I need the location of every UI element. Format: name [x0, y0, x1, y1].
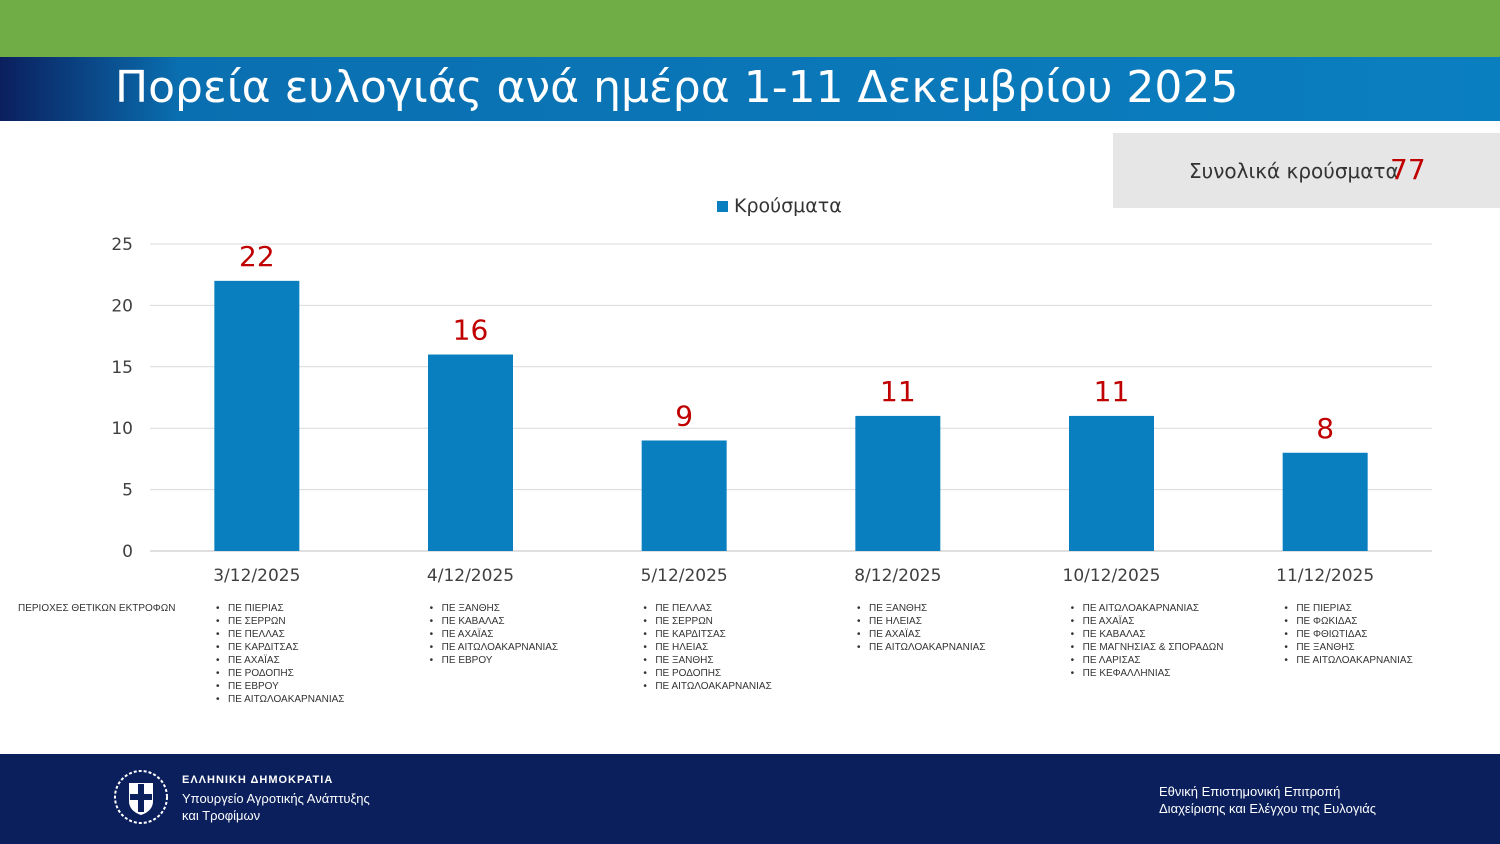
- region-item: ΠΕ ΑΙΤΩΛΟΑΚΑΡΝΑΝΙΑΣ: [1284, 654, 1413, 667]
- region-item: ΠΕ ΜΑΓΝΗΣΙΑΣ & ΣΠΟΡΑΔΩΝ: [1071, 641, 1224, 654]
- region-item: ΠΕ ΚΑΒΑΛΑΣ: [430, 615, 558, 628]
- y-tick-label: 20: [111, 296, 133, 316]
- data-label: 9: [675, 399, 693, 432]
- legend-label: Κρούσματα: [734, 195, 842, 217]
- chart-legend: Κρούσματα: [717, 195, 842, 217]
- ministry-line-1: Υπουργείο Αγροτικής Ανάπτυξης: [182, 791, 370, 806]
- region-item: ΠΕ ΞΑΝΘΗΣ: [857, 602, 985, 615]
- y-tick-label: 25: [111, 235, 133, 255]
- region-item: ΠΕ ΚΑΒΑΛΑΣ: [1071, 628, 1224, 641]
- legend-swatch: [717, 201, 728, 212]
- region-item: ΠΕ ΣΕΡΡΩΝ: [216, 615, 344, 628]
- committee-name: Εθνική Επιστημονική Επιτροπή Διαχείρισης …: [1159, 783, 1376, 817]
- bar: [214, 280, 300, 551]
- x-tick-label: 5/12/2025: [641, 566, 728, 586]
- ministry-line-2: και Τροφίμων: [182, 808, 261, 823]
- republic-label: ΕΛΛΗΝΙΚΗ ΔΗΜΟΚΡΑΤΙΑ: [182, 774, 334, 786]
- region-item: ΠΕ ΕΒΡΟΥ: [430, 654, 558, 667]
- bar: [641, 440, 727, 551]
- x-tick-label: 10/12/2025: [1063, 566, 1161, 586]
- region-item: ΠΕ ΞΑΝΘΗΣ: [643, 654, 771, 667]
- region-list: ΠΕ ΠΙΕΡΙΑΣΠΕ ΣΕΡΡΩΝΠΕ ΠΕΛΛΑΣΠΕ ΚΑΡΔΙΤΣΑΣ…: [216, 602, 345, 706]
- top-accent-bar: [0, 0, 1500, 57]
- region-item: ΠΕ ΗΛΕΙΑΣ: [643, 641, 771, 654]
- region-item: ΠΕ ΑΙΤΩΛΟΑΚΑΡΝΑΝΙΑΣ: [857, 641, 986, 654]
- region-list: ΠΕ ΑΙΤΩΛΟΑΚΑΡΝΑΝΙΑΣΠΕ ΑΧΑΪΑΣΠΕ ΚΑΒΑΛΑΣΠΕ…: [1071, 602, 1224, 680]
- y-tick-label: 10: [111, 419, 133, 439]
- committee-line-1: Εθνική Επιστημονική Επιτροπή: [1159, 784, 1341, 799]
- x-tick-label: 4/12/2025: [427, 566, 514, 586]
- y-tick-label: 15: [111, 358, 133, 378]
- ministry-name: Υπουργείο Αγροτικής Ανάπτυξης και Τροφίμω…: [182, 790, 370, 824]
- region-item: ΠΕ ΦΘΙΩΤΙΔΑΣ: [1284, 628, 1412, 641]
- region-list: ΠΕ ΠΕΛΛΑΣΠΕ ΣΕΡΡΩΝΠΕ ΚΑΡΔΙΤΣΑΣΠΕ ΗΛΕΙΑΣΠ…: [643, 602, 772, 693]
- region-item: ΠΕ ΦΩΚΙΔΑΣ: [1284, 615, 1412, 628]
- region-item: ΠΕ ΞΑΝΘΗΣ: [430, 602, 558, 615]
- data-label: 16: [453, 314, 489, 347]
- data-label: 11: [1094, 375, 1130, 408]
- committee-line-2: Διαχείρισης και Ελέγχου της Ευλογιάς: [1159, 801, 1376, 816]
- x-tick-label: 8/12/2025: [854, 566, 941, 586]
- bar: [855, 415, 941, 551]
- total-cases-value: 77: [1390, 153, 1426, 186]
- bar-chart: 0 5 10 15 20 25 22 3/12/2025 16 4/12/2025 9 5/12/20…: [111, 235, 1432, 586]
- region-list: ΠΕ ΞΑΝΘΗΣΠΕ ΗΛΕΙΑΣΠΕ ΑΧΑΪΑΣΠΕ ΑΙΤΩΛΟΑΚΑΡ…: [857, 602, 986, 654]
- region-item: ΠΕ ΡΟΔΟΠΗΣ: [216, 667, 344, 680]
- region-item: ΠΕ ΣΕΡΡΩΝ: [643, 615, 771, 628]
- total-cases-label: Συνολικά κρούσματα: [1189, 159, 1399, 183]
- region-item: ΠΕ ΠΕΛΛΑΣ: [216, 628, 344, 641]
- bar: [1282, 452, 1368, 551]
- regions-label: ΠΕΡΙΟΧΕΣ ΘΕΤΙΚΩΝ ΕΚΤΡΟΦΩΝ: [18, 603, 176, 614]
- x-tick-label: 3/12/2025: [213, 566, 300, 586]
- region-item: ΠΕ ΑΧΑΪΑΣ: [1071, 615, 1224, 628]
- page-title: Πορεία ευλογιάς ανά ημέρα 1-11 Δεκεμβρίο…: [115, 62, 1239, 113]
- title-band: [0, 57, 1500, 121]
- data-label: 22: [239, 240, 275, 273]
- region-item: ΠΕ ΞΑΝΘΗΣ: [1284, 641, 1412, 654]
- total-cases-box: Συνολικά κρούσματα 77: [1113, 133, 1500, 208]
- bar: [428, 354, 513, 551]
- region-item: ΠΕ ΑΙΤΩΛΟΑΚΑΡΝΑΝΙΑΣ: [216, 693, 345, 706]
- region-item: ΠΕ ΛΑΡΙΣΑΣ: [1071, 654, 1224, 667]
- region-item: ΠΕ ΗΛΕΙΑΣ: [857, 615, 985, 628]
- region-item: ΠΕ ΠΙΕΡΙΑΣ: [216, 602, 344, 615]
- region-item: ΠΕ ΑΧΑΪΑΣ: [216, 654, 344, 667]
- region-list: ΠΕ ΞΑΝΘΗΣΠΕ ΚΑΒΑΛΑΣΠΕ ΑΧΑΪΑΣΠΕ ΑΙΤΩΛΟΑΚΑ…: [430, 602, 559, 667]
- region-item: ΠΕ ΑΙΤΩΛΟΑΚΑΡΝΑΝΙΑΣ: [1071, 602, 1224, 615]
- region-item: ΠΕ ΠΙΕΡΙΑΣ: [1284, 602, 1412, 615]
- region-item: ΠΕ ΑΙΤΩΛΟΑΚΑΡΝΑΝΙΑΣ: [643, 680, 772, 693]
- y-tick-label: 0: [122, 542, 133, 562]
- data-label: 8: [1316, 412, 1334, 445]
- region-item: ΠΕ ΡΟΔΟΠΗΣ: [643, 667, 771, 680]
- y-tick-label: 5: [122, 481, 133, 501]
- region-item: ΠΕ ΑΧΑΪΑΣ: [857, 628, 985, 641]
- region-item: ΠΕ ΑΙΤΩΛΟΑΚΑΡΝΑΝΙΑΣ: [430, 641, 559, 654]
- bar: [1069, 415, 1154, 551]
- region-item: ΠΕ ΚΕΦΑΛΛΗΝΙΑΣ: [1071, 667, 1224, 680]
- x-tick-label: 11/12/2025: [1276, 566, 1374, 586]
- region-item: ΠΕ ΑΧΑΪΑΣ: [430, 628, 558, 641]
- region-item: ΠΕ ΚΑΡΔΙΤΣΑΣ: [643, 628, 771, 641]
- region-item: ΠΕ ΕΒΡΟΥ: [216, 680, 344, 693]
- greek-emblem-icon: [114, 770, 168, 824]
- data-label: 11: [880, 375, 916, 408]
- region-list: ΠΕ ΠΙΕΡΙΑΣΠΕ ΦΩΚΙΔΑΣΠΕ ΦΘΙΩΤΙΔΑΣΠΕ ΞΑΝΘΗ…: [1284, 602, 1413, 667]
- region-item: ΠΕ ΠΕΛΛΑΣ: [643, 602, 771, 615]
- region-item: ΠΕ ΚΑΡΔΙΤΣΑΣ: [216, 641, 344, 654]
- footer: ΕΛΛΗΝΙΚΗ ΔΗΜΟΚΡΑΤΙΑ Υπουργείο Αγροτικής …: [0, 754, 1500, 844]
